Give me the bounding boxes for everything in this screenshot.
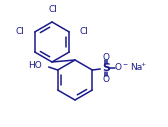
- Text: Cl: Cl: [79, 27, 88, 36]
- Text: +: +: [141, 61, 146, 67]
- Text: −: −: [122, 61, 128, 67]
- Text: S: S: [102, 63, 110, 73]
- Text: Cl: Cl: [49, 5, 57, 14]
- Text: HO: HO: [28, 61, 42, 70]
- Text: O: O: [115, 64, 122, 73]
- Text: O: O: [103, 75, 110, 83]
- Text: Na: Na: [130, 64, 142, 73]
- Text: Cl: Cl: [16, 27, 25, 36]
- Text: O: O: [103, 52, 110, 61]
